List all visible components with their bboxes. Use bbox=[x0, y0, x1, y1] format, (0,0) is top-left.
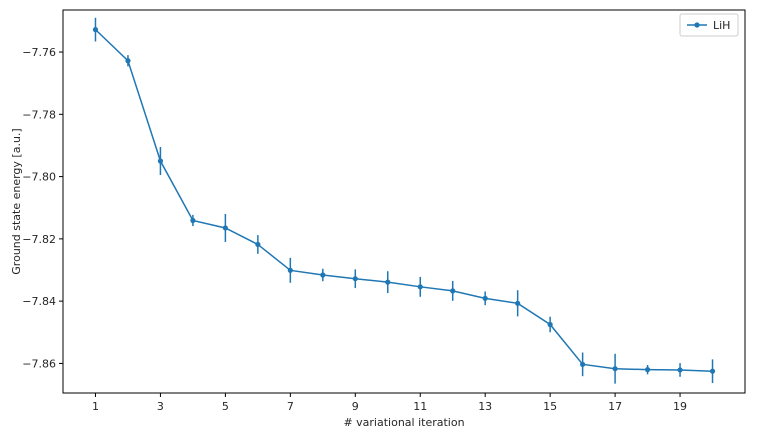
data-point bbox=[287, 267, 293, 273]
series-layer bbox=[92, 27, 716, 374]
data-point bbox=[450, 288, 456, 294]
y-tick-label: −7.82 bbox=[22, 233, 56, 246]
x-tick-label: 7 bbox=[287, 400, 294, 413]
y-tick-label: −7.80 bbox=[22, 171, 56, 184]
y-axis-title: Ground state energy [a.u.] bbox=[10, 128, 23, 274]
data-point bbox=[320, 272, 326, 278]
data-point bbox=[580, 361, 586, 367]
plot-frame bbox=[62, 9, 746, 394]
x-tick-label: 3 bbox=[157, 400, 164, 413]
data-point bbox=[385, 279, 391, 285]
data-point bbox=[482, 295, 488, 301]
data-point bbox=[612, 366, 618, 372]
x-tick-label: 19 bbox=[673, 400, 687, 413]
data-point bbox=[157, 158, 164, 164]
data-point bbox=[190, 217, 196, 224]
data-point bbox=[677, 367, 683, 373]
data-point bbox=[709, 368, 716, 374]
data-point bbox=[515, 300, 521, 306]
y-axis: −7.76 −7.78 −7.80 −7.82 −7.84 −7.86 bbox=[22, 46, 63, 370]
x-tick-label: 15 bbox=[543, 400, 557, 413]
legend: LiH bbox=[679, 13, 739, 37]
data-point bbox=[547, 321, 553, 328]
y-tick-label: −7.78 bbox=[22, 108, 56, 121]
legend-entry-lih: LiH bbox=[713, 19, 730, 32]
data-point bbox=[255, 241, 261, 248]
legend-box bbox=[679, 13, 739, 37]
data-point bbox=[644, 367, 651, 373]
y-tick-label: −7.86 bbox=[22, 357, 56, 370]
x-axis-title: # variational iteration bbox=[343, 416, 464, 429]
x-tick-label: 1 bbox=[92, 400, 99, 413]
x-tick-label: 5 bbox=[222, 400, 229, 413]
data-point bbox=[417, 284, 423, 290]
x-tick-label: 11 bbox=[413, 400, 427, 413]
data-point bbox=[222, 225, 228, 231]
x-tick-label: 9 bbox=[352, 400, 359, 413]
x-tick-label: 13 bbox=[478, 400, 492, 413]
y-tick-label: −7.84 bbox=[22, 295, 56, 308]
data-point bbox=[352, 276, 358, 282]
x-tick-label: 17 bbox=[608, 400, 622, 413]
series-line-lih bbox=[94, 29, 713, 372]
error-bars bbox=[94, 17, 714, 384]
legend-marker-icon bbox=[694, 22, 700, 28]
data-point bbox=[92, 27, 99, 33]
y-tick-label: −7.76 bbox=[22, 46, 56, 59]
data-point bbox=[125, 58, 131, 64]
x-axis: 1 3 5 7 9 11 13 15 17 19 bbox=[92, 393, 687, 413]
